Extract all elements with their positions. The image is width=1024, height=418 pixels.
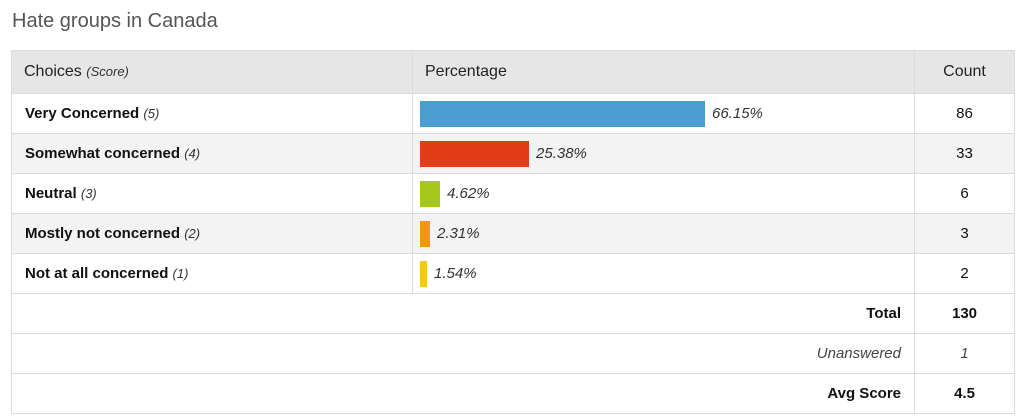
choice-score: (5)	[143, 106, 160, 121]
header-row: Choices (Score) Percentage Count	[11, 50, 1015, 94]
choice-score: (4)	[184, 146, 201, 161]
percentage-cell: 25.38%	[412, 133, 915, 174]
percentage-header: Percentage	[412, 50, 915, 94]
percentage-cell: 66.15%	[412, 93, 915, 134]
percentage-label: 1.54%	[434, 265, 477, 282]
percentage-bar	[420, 100, 705, 127]
results-table: Choices (Score) Percentage Count Very Co…	[11, 50, 1015, 414]
percentage-bar	[420, 220, 430, 247]
choice-cell: Neutral (3)	[11, 173, 413, 214]
avg-score-row: Avg Score 4.5	[11, 373, 1015, 414]
table-row: Somewhat concerned (4) 25.38% 33	[11, 133, 1015, 174]
choices-header: Choices (Score)	[11, 50, 413, 94]
percentage-label: 25.38%	[536, 145, 587, 162]
total-row: Total 130	[11, 293, 1015, 334]
total-value: 130	[914, 293, 1015, 334]
choice-cell: Mostly not concerned (2)	[11, 213, 413, 254]
percentage-bar	[420, 260, 427, 287]
data-rows: Very Concerned (5) 66.15% 86 Somewhat conce…	[11, 93, 1015, 294]
summary-rows: Total 130 Unanswered 1 Avg Score 4.5	[11, 293, 1015, 414]
table-row: Very Concerned (5) 66.15% 86	[11, 93, 1015, 134]
choice-label: Not at all concerned	[25, 265, 169, 282]
choice-score: (2)	[184, 226, 201, 241]
choice-label: Mostly not concerned	[25, 225, 181, 242]
percentage-label: 4.62%	[447, 185, 490, 202]
table-row: Neutral (3) 4.62% 6	[11, 173, 1015, 214]
count-cell: 2	[914, 253, 1015, 294]
chart-title: Hate groups in Canada	[12, 10, 218, 32]
avg-score-value: 4.5	[914, 373, 1015, 414]
table-row: Mostly not concerned (2) 2.31% 3	[11, 213, 1015, 254]
count-cell: 86	[914, 93, 1015, 134]
choice-score: (3)	[80, 186, 97, 201]
count-cell: 3	[914, 213, 1015, 254]
table-row: Not at all concerned (1) 1.54% 2	[11, 253, 1015, 294]
count-header: Count	[914, 50, 1015, 94]
choice-label: Neutral	[25, 185, 77, 202]
score-header-label: (Score)	[86, 64, 129, 79]
choice-label: Very Concerned	[25, 105, 140, 122]
choice-label: Somewhat concerned	[25, 145, 181, 162]
total-label: Total	[11, 293, 915, 334]
unanswered-label: Unanswered	[11, 333, 915, 374]
choice-score: (1)	[172, 266, 189, 281]
unanswered-row: Unanswered 1	[11, 333, 1015, 374]
count-cell: 6	[914, 173, 1015, 214]
percentage-cell: 2.31%	[412, 213, 915, 254]
avg-score-label: Avg Score	[11, 373, 915, 414]
count-cell: 33	[914, 133, 1015, 174]
unanswered-value: 1	[914, 333, 1015, 374]
choice-cell: Somewhat concerned (4)	[11, 133, 413, 174]
choice-cell: Very Concerned (5)	[11, 93, 413, 134]
percentage-bar	[420, 180, 440, 207]
percentage-cell: 4.62%	[412, 173, 915, 214]
percentage-cell: 1.54%	[412, 253, 915, 294]
percentage-label: 2.31%	[437, 225, 480, 242]
percentage-bar	[420, 140, 529, 167]
choice-cell: Not at all concerned (1)	[11, 253, 413, 294]
percentage-label: 66.15%	[712, 105, 763, 122]
choices-header-label: Choices	[24, 63, 82, 80]
